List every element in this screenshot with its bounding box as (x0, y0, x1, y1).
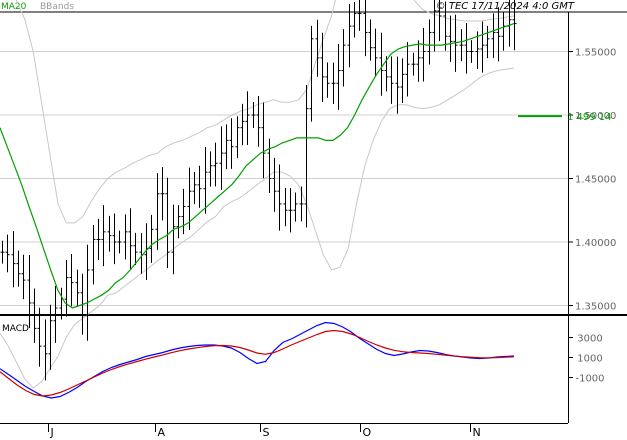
macd-tick-label: 1000 (577, 354, 602, 365)
month-label: N (473, 426, 481, 439)
signal-line (0, 329, 515, 397)
month-label: O (363, 426, 372, 439)
legend-bbands: BBands (40, 2, 74, 12)
copyright: © TEC 17/11/2024 4:0 GMT (436, 1, 575, 12)
support-label: 1 499 14 (567, 112, 612, 123)
price-tick-label: 1.50000 (575, 111, 616, 122)
price-tick-label: 1.40000 (575, 238, 616, 249)
legend-ma20: MA20 (1, 2, 27, 12)
price-tick-label: 1.55000 (575, 48, 616, 59)
macd-title: MACD (2, 324, 29, 334)
macd-tick-label: -1000 (575, 374, 604, 385)
bband-upper-line (15, 0, 515, 224)
ma20-line (0, 23, 515, 309)
price-tick-label: 1.35000 (575, 302, 616, 313)
month-label: J (50, 426, 54, 439)
macd-tick-label: 3000 (577, 334, 602, 345)
price-tick-label: 1.45000 (575, 175, 616, 186)
month-label: S (263, 426, 270, 439)
month-label: A (158, 426, 166, 439)
